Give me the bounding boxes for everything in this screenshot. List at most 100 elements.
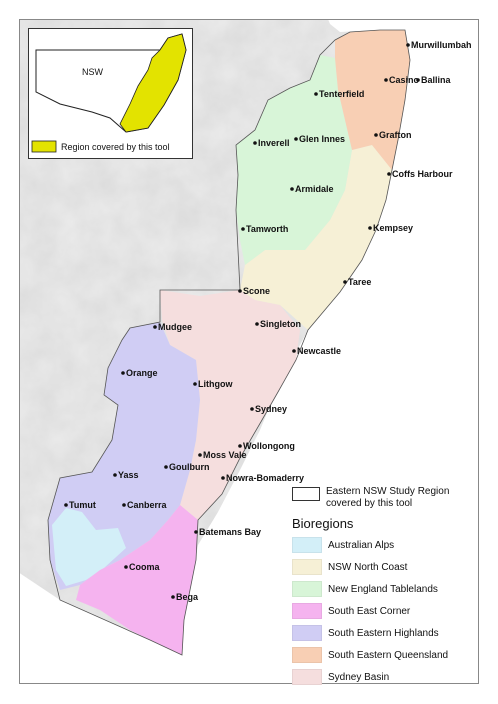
town-label: Inverell	[258, 138, 290, 148]
legend-item-south-eastern-queensland: South Eastern Queensland	[292, 644, 492, 666]
town-label: Bega	[176, 592, 199, 602]
town-label: Moss Vale	[203, 450, 247, 460]
town-label: Glen Innes	[299, 134, 345, 144]
town-label: Murwillumbah	[411, 40, 472, 50]
town-label: Mudgee	[158, 322, 192, 332]
town-label: Nowra-Bomaderry	[226, 473, 304, 483]
inset-state-label: NSW	[82, 67, 104, 77]
town-dot	[124, 565, 128, 569]
legend-item-label: Sydney Basin	[328, 671, 390, 683]
town-dot	[292, 349, 296, 353]
town-label: Newcastle	[297, 346, 341, 356]
town-label: Tumut	[69, 500, 96, 510]
map-border	[19, 19, 479, 684]
town-label: Yass	[118, 470, 139, 480]
town-dot	[194, 530, 198, 534]
legend-swatch	[292, 647, 322, 663]
town-dot	[164, 465, 168, 469]
legend-item-south-east-corner: South East Corner	[292, 600, 492, 622]
inset-covered-region	[119, 33, 187, 133]
town-label: Wollongong	[243, 441, 295, 451]
legend-item-label: NSW North Coast	[328, 561, 408, 573]
region-nsw-north-coast	[240, 145, 392, 330]
town-label: Cooma	[129, 562, 160, 572]
legend-items: Australian Alps NSW North Coast New Engl…	[292, 534, 492, 688]
inset-legend-swatch	[31, 140, 57, 153]
town-dot	[374, 133, 378, 137]
town-dot	[64, 503, 68, 507]
town-label: Tamworth	[246, 224, 288, 234]
legend-swatch	[292, 603, 322, 619]
legend-item-label: New England Tablelands	[328, 583, 438, 595]
inset-map: NSW Region covered by this tool	[28, 28, 193, 159]
town-dot	[198, 453, 202, 457]
town-label: Casino	[389, 75, 420, 85]
town-dot	[294, 137, 298, 141]
legend-item-label: South Eastern Queensland	[328, 649, 449, 661]
legend-swatch	[292, 669, 322, 685]
legend-heading: Bioregions	[292, 516, 354, 531]
town-markers: Murwillumbah Casino Ballina Tenterfield Graf…	[64, 40, 472, 602]
town-dot	[253, 141, 257, 145]
town-dot	[171, 595, 175, 599]
legend-study-region: Eastern NSW Study Region covered by this…	[292, 486, 492, 510]
town-label: Orange	[126, 368, 158, 378]
legend-swatch	[292, 581, 322, 597]
town-dot	[122, 503, 126, 507]
legend-item-sydney-basin: Sydney Basin	[292, 666, 492, 688]
town-label: Tenterfield	[319, 89, 364, 99]
town-dot	[384, 78, 388, 82]
town-dot	[406, 43, 410, 47]
legend-item-south-eastern-highlands: South Eastern Highlands	[292, 622, 492, 644]
town-dot	[238, 444, 242, 448]
town-label: Batemans Bay	[199, 527, 261, 537]
town-label: Singleton	[260, 319, 301, 329]
legend-swatch	[292, 625, 322, 641]
town-label: Grafton	[379, 130, 412, 140]
legend-swatch	[292, 559, 322, 575]
legend-item-label: South Eastern Highlands	[328, 627, 439, 639]
town-label: Lithgow	[198, 379, 233, 389]
town-label: Taree	[348, 277, 371, 287]
legend-item-label: Australian Alps	[328, 539, 395, 551]
town-dot	[153, 325, 157, 329]
town-label: Coffs Harbour	[392, 169, 453, 179]
study-region-outline	[47, 29, 411, 656]
town-label: Kempsey	[373, 223, 413, 233]
town-label: Goulburn	[169, 462, 210, 472]
town-dot	[368, 226, 372, 230]
town-dot	[314, 92, 318, 96]
town-dot	[343, 280, 347, 284]
town-dot	[290, 187, 294, 191]
study-region-label: Eastern NSW Study Region covered by this…	[326, 486, 450, 509]
town-label: Scone	[243, 286, 270, 296]
legend-swatch	[292, 537, 322, 553]
town-dot	[113, 473, 117, 477]
inset-legend-label: Region covered by this tool	[61, 142, 170, 152]
region-south-east-corner	[76, 505, 198, 655]
legend-item-new-england-tablelands: New England Tablelands	[292, 578, 492, 600]
town-dot	[193, 382, 197, 386]
town-dot	[241, 227, 245, 231]
town-dot	[416, 78, 420, 82]
town-dot	[121, 371, 125, 375]
study-region-swatch	[292, 487, 320, 501]
region-south-eastern-queensland	[335, 30, 410, 170]
town-label: Sydney	[255, 404, 287, 414]
legend-item-nsw-north-coast: NSW North Coast	[292, 556, 492, 578]
town-dot	[221, 476, 225, 480]
region-australian-alps	[52, 508, 126, 586]
legend-item-label: South East Corner	[328, 605, 411, 617]
town-dot	[387, 172, 391, 176]
town-dot	[238, 289, 242, 293]
region-sydney-basin	[160, 290, 300, 520]
town-dot	[255, 322, 259, 326]
town-dot	[250, 407, 254, 411]
town-label: Armidale	[295, 184, 334, 194]
legend: Eastern NSW Study Region covered by this…	[292, 486, 492, 688]
town-label: Canberra	[127, 500, 168, 510]
town-label: Ballina	[421, 75, 452, 85]
legend-item-australian-alps: Australian Alps	[292, 534, 492, 556]
